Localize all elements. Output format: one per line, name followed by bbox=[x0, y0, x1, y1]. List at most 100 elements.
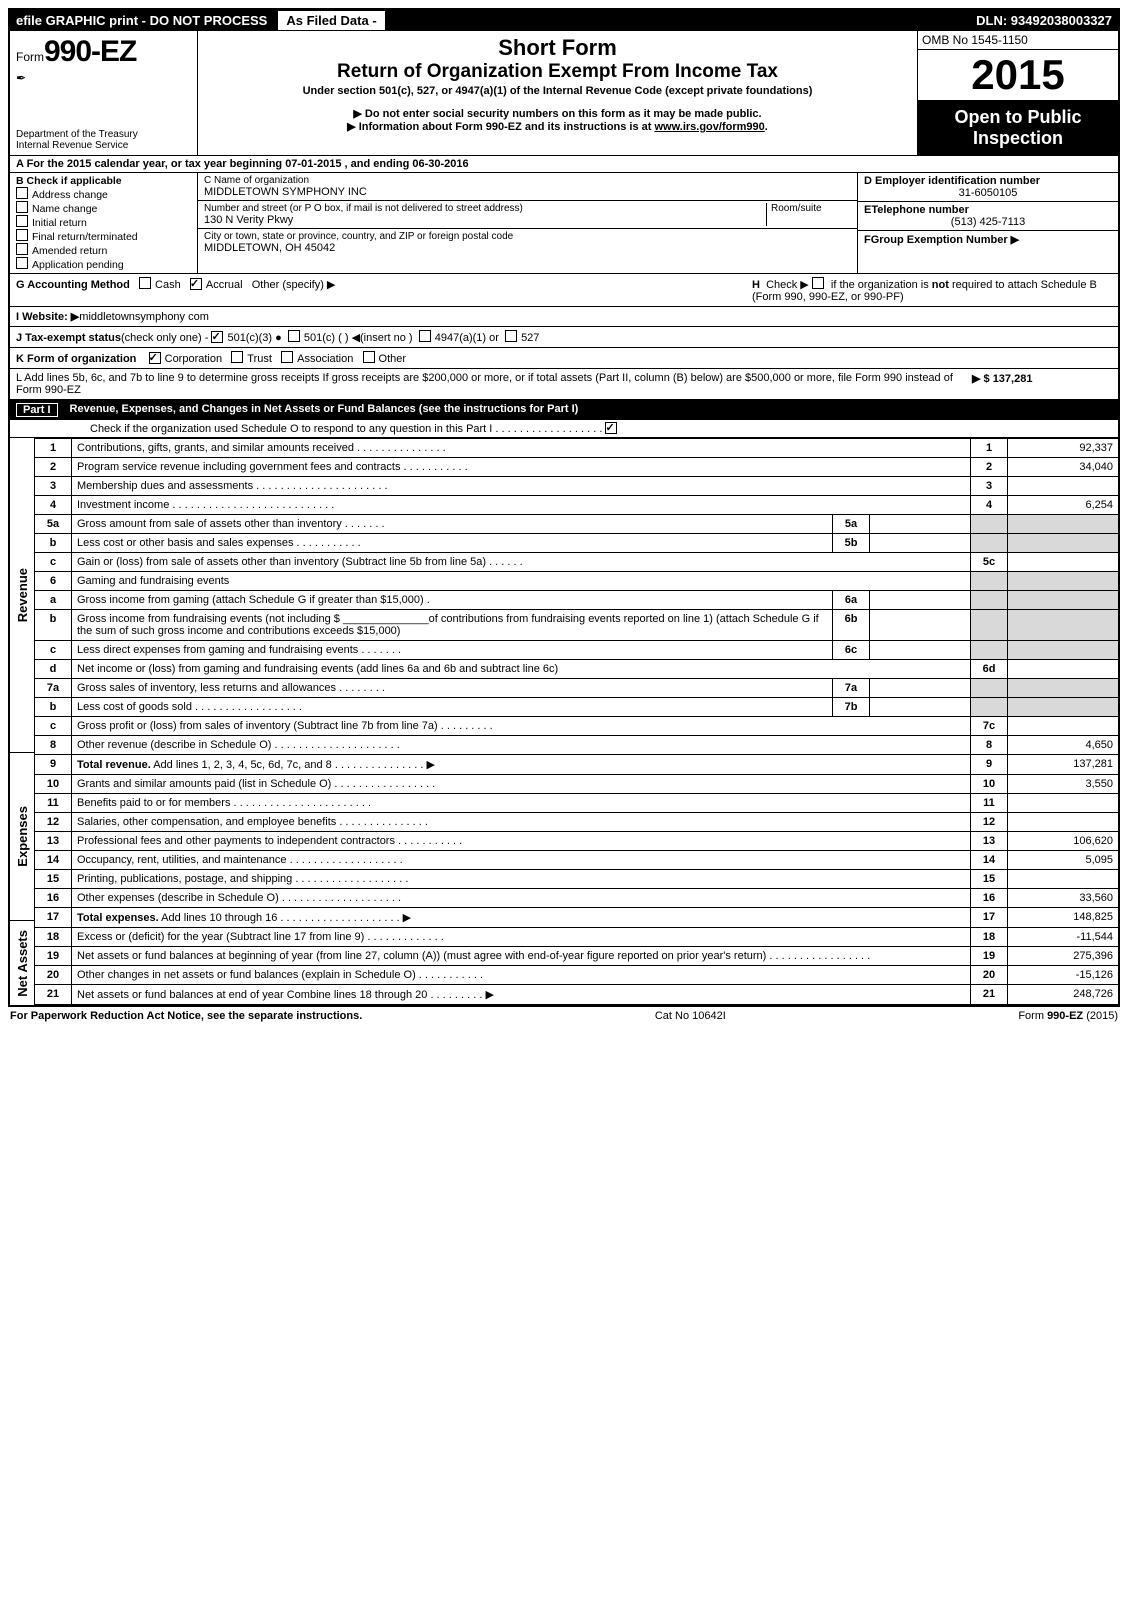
accounting-label: G Accounting Method bbox=[16, 279, 130, 291]
dln: DLN: 93492038003327 bbox=[970, 11, 1118, 30]
c-name-label: C Name of organization bbox=[204, 175, 851, 186]
notes: ▶ Do not enter social security numbers o… bbox=[206, 107, 909, 133]
city: MIDDLETOWN, OH 45042 bbox=[204, 242, 851, 254]
4947-checkbox[interactable] bbox=[419, 330, 431, 342]
col-def: D Employer identification number 31-6050… bbox=[858, 173, 1118, 273]
website: middletownsymphony com bbox=[79, 311, 209, 323]
row-j: J Tax-exempt status(check only one) - 50… bbox=[10, 327, 1118, 348]
line-b: bLess cost or other basis and sales expe… bbox=[35, 534, 1118, 553]
efile-notice: efile GRAPHIC print - DO NOT PROCESS bbox=[10, 11, 273, 30]
footer-right: Form 990-EZ (2015) bbox=[1018, 1010, 1118, 1022]
row-a: A For the 2015 calendar year, or tax yea… bbox=[10, 156, 1118, 173]
topbar: efile GRAPHIC print - DO NOT PROCESS As … bbox=[10, 10, 1118, 31]
dept-treasury: Department of the Treasury bbox=[16, 129, 191, 140]
form-no-big: 990-EZ bbox=[44, 35, 136, 68]
cash-checkbox[interactable] bbox=[139, 277, 151, 289]
form-subtitle: Under section 501(c), 527, or 4947(a)(1)… bbox=[206, 85, 909, 97]
line-6: 6Gaming and fundraising events bbox=[35, 572, 1118, 591]
b-item: Application pending bbox=[16, 257, 191, 271]
part1-label: Part I bbox=[16, 403, 58, 417]
b-item: Name change bbox=[16, 201, 191, 215]
as-filed: As Filed Data - bbox=[277, 10, 385, 31]
b-item: Final return/terminated bbox=[16, 229, 191, 243]
cat-no: Cat No 10642I bbox=[655, 1010, 726, 1022]
line-a: aGross income from gaming (attach Schedu… bbox=[35, 591, 1118, 610]
line-c: cGain or (loss) from sale of assets othe… bbox=[35, 553, 1118, 572]
col-c: C Name of organization MIDDLETOWN SYMPHO… bbox=[198, 173, 858, 273]
part1-header: Part I Revenue, Expenses, and Changes in… bbox=[10, 400, 1118, 438]
open-public: Open to Public Inspection bbox=[918, 101, 1118, 155]
header-left: Form990-EZ ✒ Department of the Treasury … bbox=[10, 31, 198, 155]
line-18: 18Excess or (deficit) for the year (Subt… bbox=[35, 928, 1118, 947]
row-gh: G Accounting Method Cash Accrual Other (… bbox=[10, 274, 1118, 307]
tax-status-label: J Tax-exempt status bbox=[16, 332, 121, 344]
part1-title: Revenue, Expenses, and Changes in Net As… bbox=[70, 403, 416, 415]
line-10: 10Grants and similar amounts paid (list … bbox=[35, 775, 1118, 794]
line-14: 14Occupancy, rent, utilities, and mainte… bbox=[35, 851, 1118, 870]
line-11: 11Benefits paid to or for members . . . … bbox=[35, 794, 1118, 813]
line-d: dNet income or (loss) from gaming and fu… bbox=[35, 660, 1118, 679]
row-e: ETelephone number (513) 425-7113 bbox=[858, 202, 1118, 231]
header-right: OMB No 1545-1150 2015 Open to Public Ins… bbox=[918, 31, 1118, 155]
col-b: B Check if applicable Address changeName… bbox=[10, 173, 198, 273]
header-mid: Short Form Return of Organization Exempt… bbox=[198, 31, 918, 155]
501c3-checkbox[interactable] bbox=[211, 331, 223, 343]
org-form-label: K Form of organization bbox=[16, 353, 136, 365]
street-label: Number and street (or P O box, if mail i… bbox=[204, 203, 762, 214]
527-checkbox[interactable] bbox=[505, 330, 517, 342]
line-b: bLess cost of goods sold . . . . . . . .… bbox=[35, 698, 1118, 717]
line-3: 3Membership dues and assessments . . . .… bbox=[35, 477, 1118, 496]
short-form: Short Form bbox=[206, 35, 909, 61]
line-5a: 5aGross amount from sale of assets other… bbox=[35, 515, 1118, 534]
line-12: 12Salaries, other compensation, and empl… bbox=[35, 813, 1118, 832]
revenue-label: Revenue bbox=[13, 564, 32, 626]
block-bcdef: B Check if applicable Address changeName… bbox=[10, 173, 1118, 274]
b-item: Amended return bbox=[16, 243, 191, 257]
b-items: Address changeName changeInitial returnF… bbox=[16, 187, 191, 271]
501c-checkbox[interactable] bbox=[288, 330, 300, 342]
row-k: K Form of organization Corporation Trust… bbox=[10, 348, 1118, 369]
line-15: 15Printing, publications, postage, and s… bbox=[35, 870, 1118, 889]
part1-body: Revenue Expenses Net Assets 1Contributio… bbox=[10, 438, 1118, 1005]
line-16: 16Other expenses (describe in Schedule O… bbox=[35, 889, 1118, 908]
ein-label: D Employer identification number bbox=[864, 175, 1112, 187]
b-item: Initial return bbox=[16, 215, 191, 229]
c-city-row: City or town, state or province, country… bbox=[198, 229, 857, 256]
line-21: 21Net assets or fund balances at end of … bbox=[35, 985, 1118, 1005]
header: Form990-EZ ✒ Department of the Treasury … bbox=[10, 31, 1118, 156]
footer: For Paperwork Reduction Act Notice, see … bbox=[8, 1007, 1120, 1022]
room-label: Room/suite bbox=[771, 203, 851, 214]
group-exemption: FGroup Exemption Number ▶ bbox=[864, 233, 1112, 246]
l-text: L Add lines 5b, 6c, and 7b to line 9 to … bbox=[16, 372, 972, 396]
b-header: B Check if applicable bbox=[16, 175, 191, 187]
schedule-o-checkbox[interactable] bbox=[605, 422, 617, 434]
form-number: Form990-EZ ✒ bbox=[16, 35, 191, 85]
phone-label: ETelephone number bbox=[864, 204, 1112, 216]
c-name-row: C Name of organization MIDDLETOWN SYMPHO… bbox=[198, 173, 857, 201]
tax-year: 2015 bbox=[918, 50, 1118, 101]
form-prefix: Form bbox=[16, 50, 44, 64]
line-20: 20Other changes in net assets or fund ba… bbox=[35, 966, 1118, 985]
ein: 31-6050105 bbox=[864, 187, 1112, 199]
expenses-label: Expenses bbox=[13, 802, 32, 871]
dept-irs: Internal Revenue Service bbox=[16, 140, 191, 151]
row-h: H Check ▶ if the organization is not req… bbox=[752, 277, 1112, 303]
row-l: L Add lines 5b, 6c, and 7b to line 9 to … bbox=[10, 369, 1118, 400]
omb-no: OMB No 1545-1150 bbox=[918, 31, 1118, 50]
street: 130 N Verity Pkwy bbox=[204, 214, 762, 226]
accrual-checkbox[interactable] bbox=[190, 278, 202, 290]
row-d: D Employer identification number 31-6050… bbox=[858, 173, 1118, 202]
line-4: 4Investment income . . . . . . . . . . .… bbox=[35, 496, 1118, 515]
c-street-row: Number and street (or P O box, if mail i… bbox=[198, 201, 857, 229]
line-c: cLess direct expenses from gaming and fu… bbox=[35, 641, 1118, 660]
b-item: Address change bbox=[16, 187, 191, 201]
form-990ez: efile GRAPHIC print - DO NOT PROCESS As … bbox=[8, 8, 1120, 1007]
side-labels: Revenue Expenses Net Assets bbox=[10, 438, 35, 1005]
schedule-b-checkbox[interactable] bbox=[812, 277, 824, 289]
line-2: 2Program service revenue including gover… bbox=[35, 458, 1118, 477]
row-g: G Accounting Method Cash Accrual Other (… bbox=[16, 277, 752, 303]
irs-link[interactable]: www.irs.gov/form990 bbox=[655, 121, 765, 133]
line-17: 17Total expenses. Add lines 10 through 1… bbox=[35, 908, 1118, 928]
netassets-label: Net Assets bbox=[13, 926, 32, 1001]
line-1: 1Contributions, gifts, grants, and simil… bbox=[35, 439, 1118, 458]
